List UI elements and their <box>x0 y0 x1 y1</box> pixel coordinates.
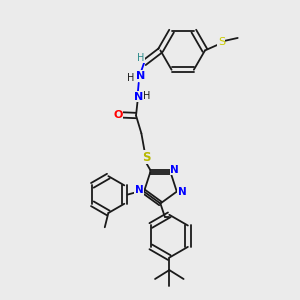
Text: N: N <box>170 165 179 175</box>
Text: N: N <box>135 185 144 195</box>
Text: H: H <box>137 53 144 63</box>
Text: N: N <box>134 92 144 102</box>
Text: S: S <box>142 151 150 164</box>
Text: H: H <box>127 73 134 83</box>
Text: N: N <box>178 187 187 196</box>
Text: N: N <box>136 71 145 81</box>
Text: O: O <box>113 110 123 120</box>
Text: H: H <box>143 91 151 100</box>
Text: S: S <box>218 37 225 47</box>
